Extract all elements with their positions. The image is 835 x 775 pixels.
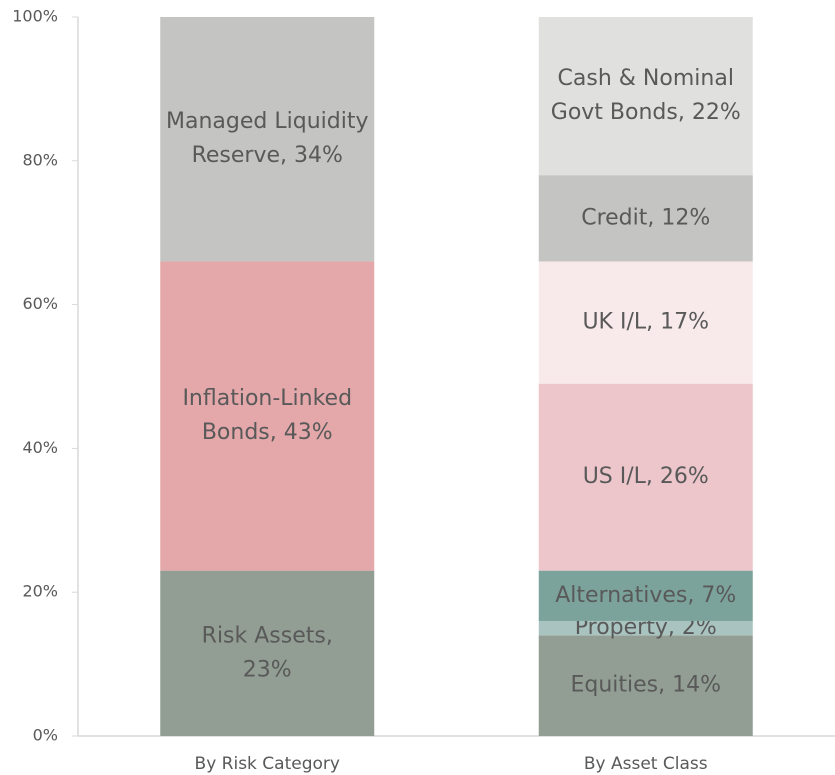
data-label: Credit, 12% <box>581 205 710 230</box>
data-label: Inflation-Linked <box>182 386 352 411</box>
bar-segment <box>538 635 753 736</box>
data-label: Equities, 14% <box>570 673 721 698</box>
data-label: US I/L, 26% <box>583 464 709 489</box>
data-label: Govt Bonds, 22% <box>551 100 741 125</box>
x-tick-label: By Asset Class <box>584 754 708 774</box>
data-label: 23% <box>243 657 292 682</box>
bar-segment <box>538 620 753 636</box>
data-label: Cash & Nominal <box>558 66 734 91</box>
data-label: Reserve, 34% <box>192 143 343 168</box>
bar-segment <box>160 261 375 571</box>
bar-segment <box>538 17 753 176</box>
y-tick-label: 20% <box>22 582 58 601</box>
y-tick-label: 0% <box>33 726 58 745</box>
data-label: Alternatives, 7% <box>555 583 736 608</box>
data-label: Managed Liquidity <box>166 109 368 134</box>
bar-segment <box>160 17 375 262</box>
data-label: UK I/L, 17% <box>582 310 709 335</box>
data-label: Risk Assets, <box>202 623 333 648</box>
bar-segment <box>538 261 753 384</box>
y-tick-label: 40% <box>22 438 58 457</box>
bar-segment <box>538 175 753 262</box>
bar-segment <box>160 570 375 736</box>
y-tick-label: 100% <box>12 7 58 26</box>
y-tick-label: 80% <box>22 150 58 169</box>
bar-segment <box>538 570 753 621</box>
y-tick-label: 60% <box>22 294 58 313</box>
x-tick-label: By Risk Category <box>195 754 340 774</box>
data-label: Bonds, 43% <box>202 420 333 445</box>
bar-segment <box>538 383 753 571</box>
